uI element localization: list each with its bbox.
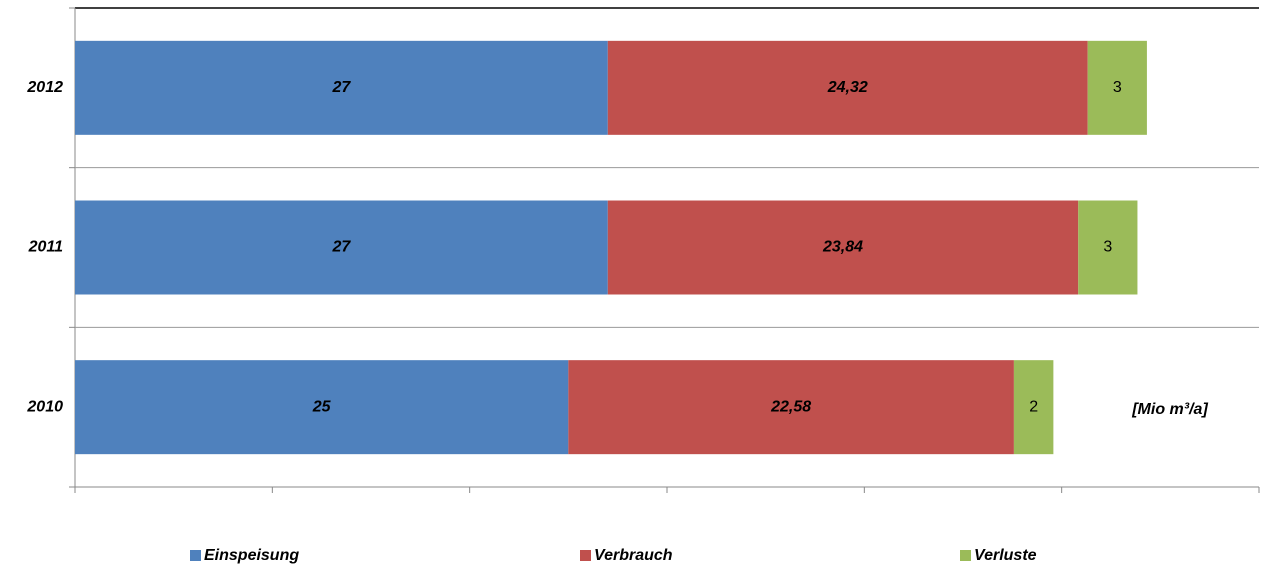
bar-segment bbox=[75, 200, 608, 295]
legend-label: Verbrauch bbox=[594, 547, 673, 564]
bar-segment bbox=[1087, 40, 1147, 135]
legend-label: Verluste bbox=[974, 547, 1037, 564]
value-label: 2 bbox=[1029, 398, 1038, 415]
value-label: 3 bbox=[1113, 79, 1122, 96]
bar-segment bbox=[607, 200, 1079, 295]
y-tick-label: 2010 bbox=[26, 398, 63, 415]
bar-segment bbox=[607, 40, 1088, 135]
legend-swatch bbox=[190, 550, 201, 561]
value-label: 3 bbox=[1103, 239, 1112, 256]
value-label: 25 bbox=[312, 398, 332, 415]
y-tick-label: 2012 bbox=[26, 79, 63, 96]
value-label: 22,58 bbox=[770, 398, 811, 415]
value-label: 23,84 bbox=[822, 239, 863, 256]
y-tick-label: 2011 bbox=[28, 239, 64, 256]
bar-segment bbox=[75, 360, 569, 455]
legend-swatch bbox=[960, 550, 971, 561]
value-label: 27 bbox=[332, 79, 352, 96]
value-label: 27 bbox=[332, 239, 352, 256]
value-label: 24,32 bbox=[827, 79, 868, 96]
bar-segment bbox=[1013, 360, 1054, 455]
bar-segment bbox=[75, 40, 608, 135]
bar-segment bbox=[1078, 200, 1138, 295]
unit-annotation: [Mio m³/a] bbox=[1131, 401, 1208, 418]
bar-segment bbox=[568, 360, 1014, 455]
legend-label: Einspeisung bbox=[204, 547, 299, 564]
legend-swatch bbox=[580, 550, 591, 561]
